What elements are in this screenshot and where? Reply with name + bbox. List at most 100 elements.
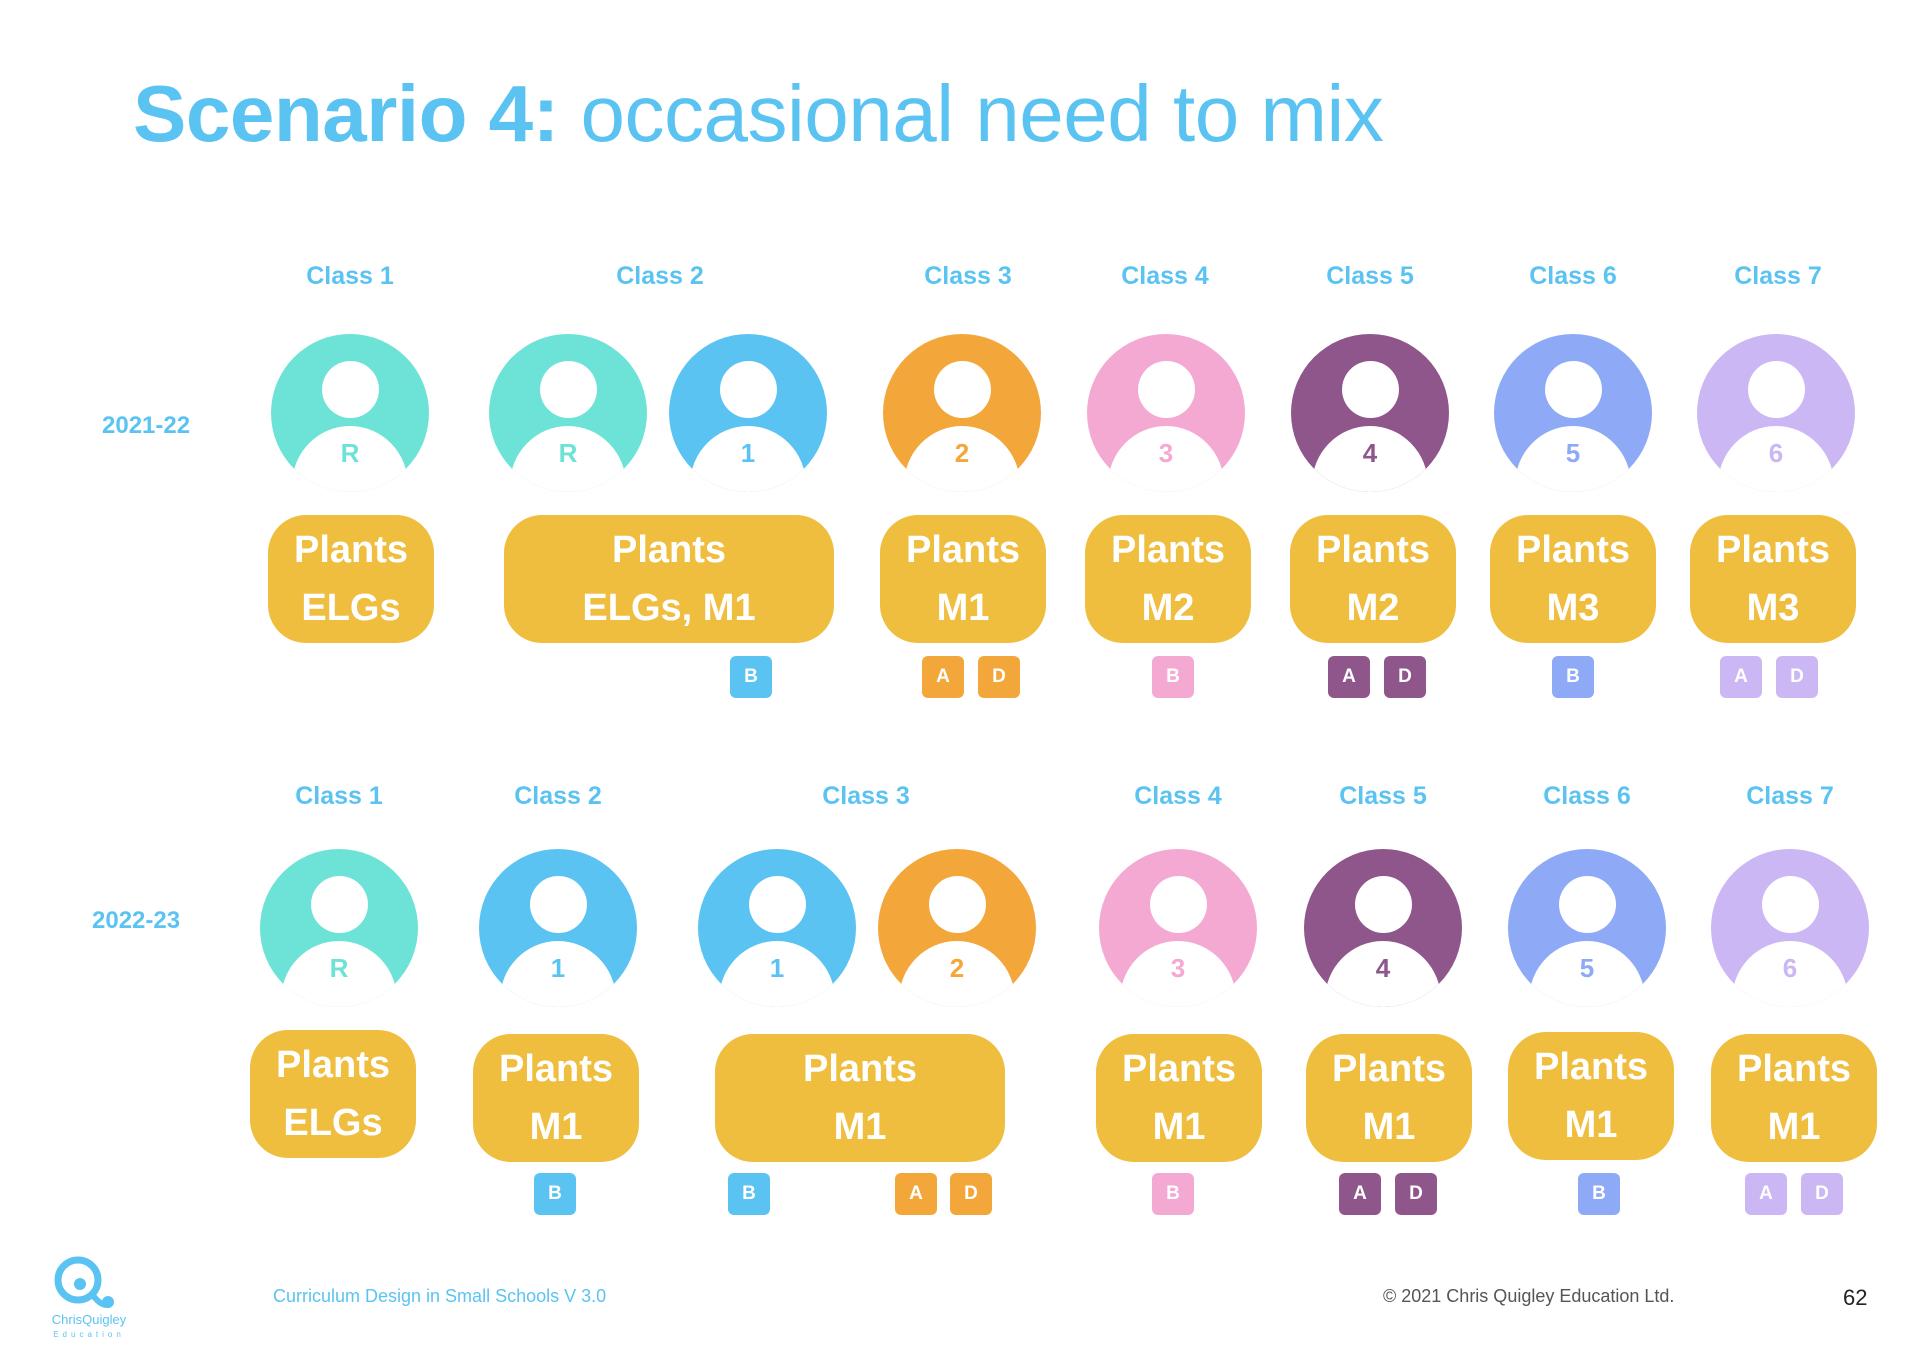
year-group-label: 1 [550, 953, 566, 983]
topic-box: Plants M1 [1096, 1034, 1262, 1162]
class-label-6: Class 6 [1543, 782, 1631, 810]
pupil-avatar-icon: 4 [1304, 849, 1462, 1007]
topic-name: Plants [1121, 1048, 1237, 1090]
pupil-avatar-icon: R [260, 849, 418, 1007]
phase-badge: A [1745, 1173, 1787, 1215]
avatar-head [321, 361, 379, 418]
pupil-avatar-icon: 5 [1494, 334, 1652, 492]
phase-badge: D [1395, 1173, 1437, 1215]
topic-milestone: ELGs, M1 [582, 587, 756, 629]
year-group-label: 1 [769, 953, 785, 983]
topic-milestone: M3 [1546, 587, 1600, 629]
year-group-label: 3 [1158, 438, 1174, 468]
class-label-3: Class 3 [924, 262, 1012, 290]
phase-badge: A [1720, 656, 1762, 698]
topic-name: Plants [802, 1048, 918, 1090]
class-label-6: Class 6 [1529, 262, 1617, 290]
topic-milestone: M1 [1767, 1106, 1821, 1148]
year-group-label: 1 [740, 438, 756, 468]
company-logo: ChrisQuigley Education [44, 1250, 134, 1350]
year-group-label: R [329, 953, 349, 983]
year-group-label: 6 [1768, 438, 1784, 468]
course-title: Curriculum Design in Small Schools V 3.0 [273, 1286, 607, 1306]
avatar-head [310, 876, 368, 933]
year-group-label: 2 [954, 438, 970, 468]
class-label-5: Class 5 [1339, 782, 1427, 810]
topic-box: Plants M1 [473, 1034, 639, 1162]
year-group-label: R [340, 438, 360, 468]
topic-box: Plants M2 [1290, 515, 1456, 643]
pupil-avatar-icon: 5 [1508, 849, 1666, 1007]
year-group-label: R [558, 438, 578, 468]
avatar-head [1544, 361, 1602, 418]
class-label-4: Class 4 [1121, 262, 1209, 290]
topic-box: Plants M1 [1306, 1034, 1472, 1162]
pupil-avatar-icon: R [271, 334, 429, 492]
topic-name: Plants [1533, 1046, 1649, 1088]
phase-badge: D [1384, 656, 1426, 698]
year-group-label: 6 [1782, 953, 1798, 983]
topic-box: Plants M1 [1508, 1032, 1674, 1160]
year-group-label: 3 [1170, 953, 1186, 983]
pupil-avatar-icon: 3 [1099, 849, 1257, 1007]
phase-badge: A [922, 656, 964, 698]
class-label-1: Class 1 [295, 782, 383, 810]
class-label-2: Class 2 [514, 782, 602, 810]
topic-name: Plants [1736, 1048, 1852, 1090]
pupil-avatar-icon: 2 [883, 334, 1041, 492]
topic-milestone: M3 [1746, 587, 1800, 629]
topic-name: Plants [1331, 1048, 1447, 1090]
avatar-head [1149, 876, 1207, 933]
phase-badge: B [534, 1173, 576, 1215]
avatar-head [1137, 361, 1195, 418]
class-label-3: Class 3 [822, 782, 910, 810]
topic-box: Plants M1 [715, 1034, 1005, 1162]
topic-milestone: M1 [529, 1106, 583, 1148]
phase-badge: A [895, 1173, 937, 1215]
avatar-head [539, 361, 597, 418]
topic-box: Plants M3 [1490, 515, 1656, 643]
topic-milestone: M2 [1346, 587, 1400, 629]
topic-name: Plants [1315, 529, 1431, 571]
phase-badge: B [728, 1173, 770, 1215]
topic-box: Plants M1 [880, 515, 1046, 643]
phase-badge: A [1328, 656, 1370, 698]
phase-badge: A [1339, 1173, 1381, 1215]
pupil-avatar-icon: 6 [1697, 334, 1855, 492]
class-label-7: Class 7 [1734, 262, 1822, 290]
avatar-head [933, 361, 991, 418]
topic-milestone: M1 [833, 1106, 887, 1148]
class-label-2: Class 2 [616, 262, 704, 290]
phase-badge: D [950, 1173, 992, 1215]
topic-milestone: ELGs [283, 1102, 383, 1144]
avatar-head [1341, 361, 1399, 418]
topic-box: Plants ELGs [268, 515, 434, 643]
avatar-head [1558, 876, 1616, 933]
year-group-label: 5 [1579, 953, 1595, 983]
title-rest: occasional need to mix [580, 69, 1384, 158]
topic-box: Plants ELGs, M1 [504, 515, 834, 643]
pupil-avatar-icon: 1 [479, 849, 637, 1007]
copyright: © 2021 Chris Quigley Education Ltd. [1383, 1286, 1675, 1306]
topic-name: Plants [1715, 529, 1831, 571]
phase-badge: B [1578, 1173, 1620, 1215]
phase-badge: B [1152, 1173, 1194, 1215]
year-label: 2021-22 [102, 412, 191, 439]
topic-milestone: M2 [1141, 587, 1195, 629]
topic-box: Plants M2 [1085, 515, 1251, 643]
phase-badge: D [978, 656, 1020, 698]
class-label-5: Class 5 [1326, 262, 1414, 290]
year-group-label: 2 [949, 953, 965, 983]
topic-name: Plants [1515, 529, 1631, 571]
logo-name: ChrisQuigley [51, 1312, 127, 1327]
logo-sub: Education [53, 1330, 125, 1339]
phase-badge: B [1552, 656, 1594, 698]
topic-milestone: ELGs [301, 587, 401, 629]
phase-badge: D [1801, 1173, 1843, 1215]
pupil-avatar-icon: 4 [1291, 334, 1449, 492]
topic-name: Plants [498, 1048, 614, 1090]
logo-mark-icon [54, 1256, 114, 1308]
avatar-head [1761, 876, 1819, 933]
phase-badge: B [730, 656, 772, 698]
pupil-avatar-icon: 1 [698, 849, 856, 1007]
